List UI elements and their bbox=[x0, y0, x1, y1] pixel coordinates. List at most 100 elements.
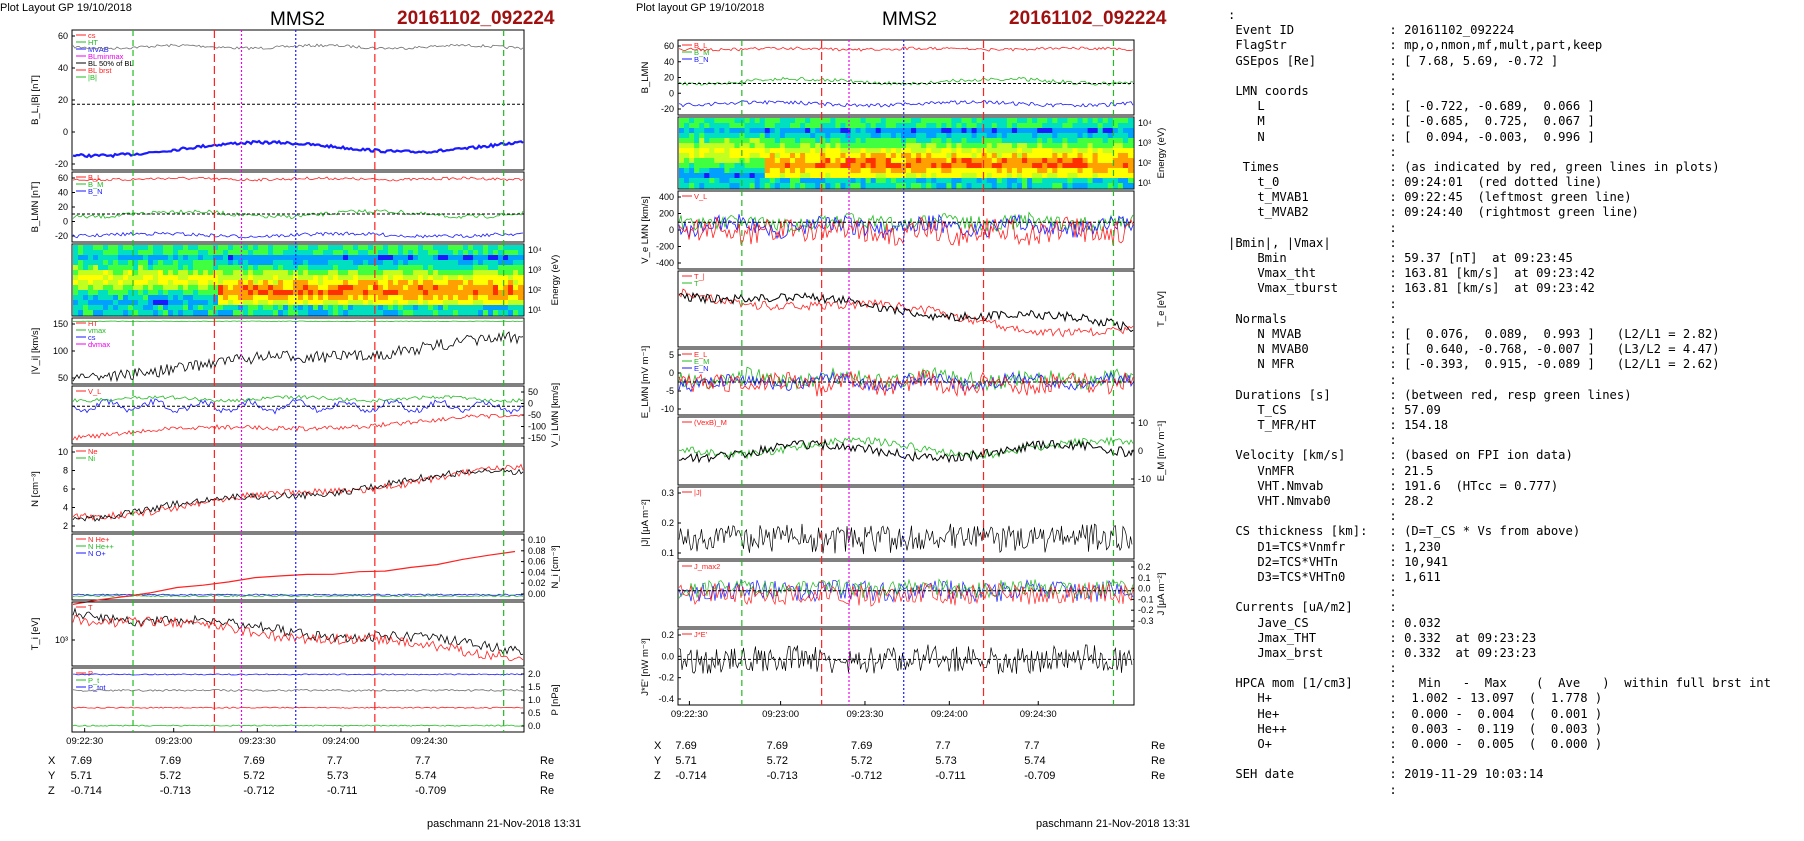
spectrogram-cell bbox=[734, 168, 741, 174]
spectrogram-cell bbox=[203, 310, 209, 316]
spectrogram-cell bbox=[850, 178, 857, 184]
spectrogram-cell bbox=[518, 310, 524, 316]
spectrogram-cell bbox=[1102, 148, 1109, 154]
spectrogram-cell bbox=[754, 118, 761, 124]
info-line: VHT.Nmvab : 191.6 (HTcc = 0.777) bbox=[1228, 478, 1559, 493]
spectrogram-cell bbox=[779, 153, 786, 159]
coord-value: 5.74 bbox=[1024, 755, 1046, 767]
spectrogram-cell bbox=[1067, 128, 1073, 134]
spectrogram-cell bbox=[253, 310, 259, 316]
spectrogram-cell bbox=[333, 260, 339, 266]
spectrogram-cell bbox=[1097, 143, 1104, 149]
spectrogram-cell bbox=[981, 138, 988, 144]
spectrogram-cell bbox=[744, 168, 751, 174]
spectrogram-cell bbox=[1117, 123, 1124, 129]
spectrogram-cell bbox=[1072, 183, 1079, 189]
spectrogram-cell bbox=[278, 305, 284, 311]
legend-label: T bbox=[88, 603, 93, 612]
spectrogram-cell bbox=[133, 290, 139, 296]
panel-6: 100-10 E_M [mV m⁻¹](VexB)_M bbox=[677, 416, 1167, 486]
spectrogram-cell bbox=[1117, 158, 1124, 164]
spectrogram-cell bbox=[1067, 158, 1073, 164]
spectrogram-cell bbox=[795, 158, 801, 164]
spectrogram-cell bbox=[238, 270, 244, 276]
spectrogram-cell bbox=[478, 255, 484, 261]
tick-label: 200 bbox=[659, 209, 674, 219]
spectrogram-cell bbox=[1128, 168, 1134, 174]
spectrogram-cell bbox=[790, 118, 796, 124]
spectrogram-cell bbox=[268, 265, 274, 271]
spectrogram-cell bbox=[1032, 148, 1038, 154]
spectrogram-cell bbox=[248, 285, 254, 291]
spectrogram-cell bbox=[328, 245, 334, 251]
spectrogram-cell bbox=[931, 163, 937, 169]
spectrogram-cell bbox=[749, 153, 756, 159]
spectrogram-cell bbox=[128, 260, 134, 266]
tick-label: 10³ bbox=[528, 265, 541, 275]
spectrogram-cell bbox=[840, 138, 846, 144]
tick-label: 10³ bbox=[55, 635, 68, 645]
spectrogram-cell bbox=[860, 163, 867, 169]
legend-label: B_N bbox=[88, 187, 103, 196]
spectrogram-cell bbox=[1006, 183, 1013, 189]
spectrogram-cell bbox=[403, 275, 409, 281]
spectrogram-cell bbox=[463, 245, 469, 251]
spectrogram-cell bbox=[193, 255, 199, 261]
spectrogram-cell bbox=[203, 245, 209, 251]
spectrogram-cell bbox=[855, 123, 862, 129]
spectrogram-cell bbox=[1102, 118, 1109, 124]
spectrogram-cell bbox=[378, 250, 384, 256]
spectrogram-cell bbox=[258, 305, 264, 311]
spectrogram-cell bbox=[800, 118, 806, 124]
spectrogram-cell bbox=[976, 133, 983, 139]
spectrogram-cell bbox=[976, 178, 983, 184]
spectrogram-cell bbox=[268, 260, 274, 266]
spectrogram-cell bbox=[961, 133, 968, 139]
spectrogram-cell bbox=[108, 275, 114, 281]
spectrogram-cell bbox=[921, 163, 927, 169]
spectrogram-cell bbox=[148, 285, 154, 291]
spectrogram-cell bbox=[941, 143, 947, 149]
spectrogram-cell bbox=[258, 260, 264, 266]
spectrogram-cell bbox=[719, 163, 725, 169]
spectrogram-cell bbox=[158, 295, 164, 301]
spectrogram-cell bbox=[936, 148, 942, 154]
spectrogram-cell bbox=[103, 295, 109, 301]
spectrogram-cell bbox=[453, 280, 459, 286]
spectrogram-cell bbox=[749, 168, 756, 174]
spectrogram-cell bbox=[233, 265, 239, 271]
spectrogram-cell bbox=[518, 285, 524, 291]
spectrogram-cell bbox=[433, 275, 439, 281]
spectrogram-cell bbox=[248, 270, 254, 276]
spectrogram-cell bbox=[308, 310, 314, 316]
tick-label: 50 bbox=[528, 387, 538, 397]
spectrogram-cell bbox=[128, 250, 134, 256]
spectrogram-cell bbox=[1027, 168, 1033, 174]
spectrogram-cell bbox=[248, 275, 254, 281]
spectrogram-cell bbox=[885, 128, 892, 134]
spectrogram-cell bbox=[373, 275, 379, 281]
event-id-label: 20161102_092224 bbox=[397, 8, 555, 29]
spectrogram-cell bbox=[193, 260, 199, 266]
spectrogram-cell bbox=[1042, 178, 1048, 184]
spectrogram-cell bbox=[981, 148, 988, 154]
spectrogram-cell bbox=[1067, 153, 1073, 159]
spectrogram-cell bbox=[1042, 158, 1048, 164]
spectrogram-cell bbox=[961, 168, 968, 174]
spectrogram-cell bbox=[323, 245, 329, 251]
spectrogram-cell bbox=[318, 280, 324, 286]
spectrogram-cell bbox=[784, 138, 791, 144]
coord-unit: Re bbox=[540, 755, 555, 767]
spectrogram-cell bbox=[1112, 128, 1119, 134]
coord-row-label: X bbox=[654, 740, 662, 752]
spectrogram-cell bbox=[378, 270, 384, 276]
spectrogram-cell bbox=[433, 280, 439, 286]
coord-value: 7.7 bbox=[1024, 740, 1040, 752]
spectrogram-cell bbox=[951, 118, 957, 124]
spectrogram-cell bbox=[1072, 173, 1079, 179]
spectrogram-cell bbox=[1097, 178, 1104, 184]
spectrogram-cell bbox=[744, 143, 751, 149]
spectrogram-cell bbox=[1017, 168, 1023, 174]
spectrogram-cell bbox=[98, 290, 104, 296]
spectrogram-cell bbox=[463, 285, 469, 291]
